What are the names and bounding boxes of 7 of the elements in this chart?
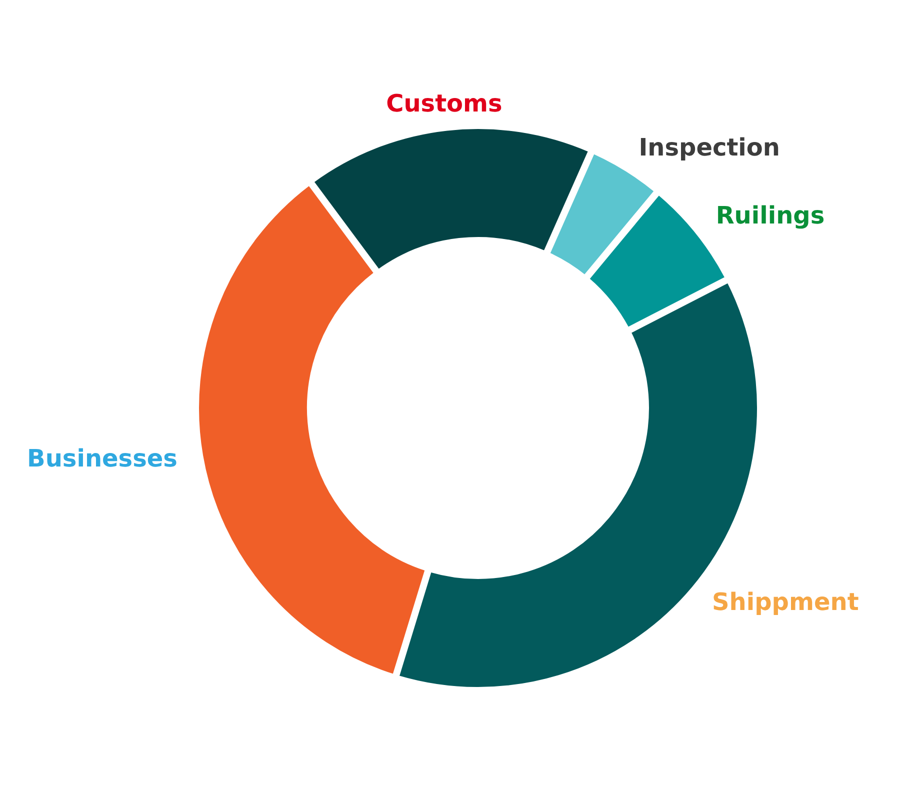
slice-label: Shippment	[712, 588, 859, 616]
slice-label: Businesses	[27, 444, 178, 472]
slice-label: Inspection	[638, 133, 780, 162]
donut-slice	[312, 127, 590, 272]
slice-label: Ruilings	[716, 202, 825, 230]
slice-label: Customs	[386, 89, 502, 118]
donut-slice	[197, 184, 427, 676]
